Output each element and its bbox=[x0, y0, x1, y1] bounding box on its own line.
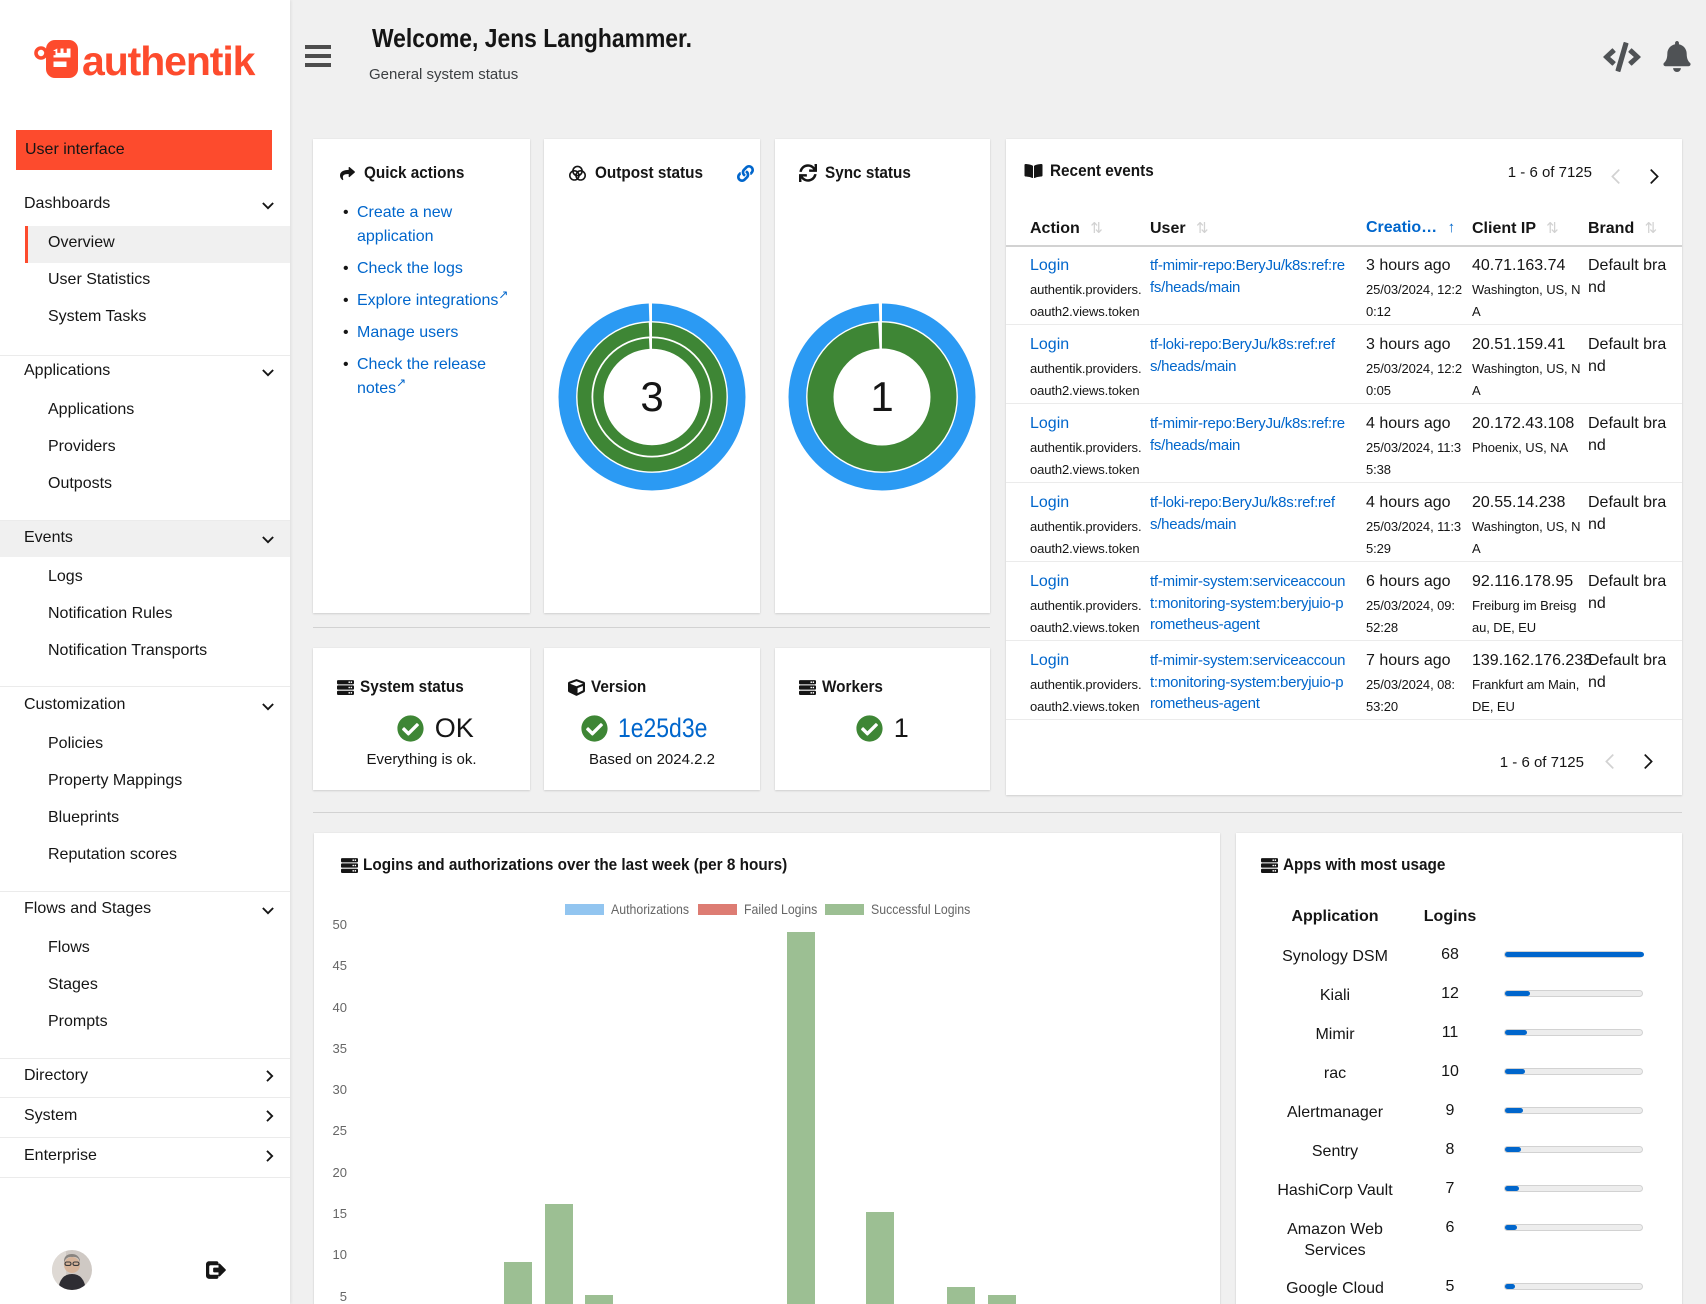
svg-text:1: 1 bbox=[870, 373, 893, 420]
svg-text:authentik: authentik bbox=[82, 38, 256, 82]
svg-text:3: 3 bbox=[640, 373, 663, 420]
